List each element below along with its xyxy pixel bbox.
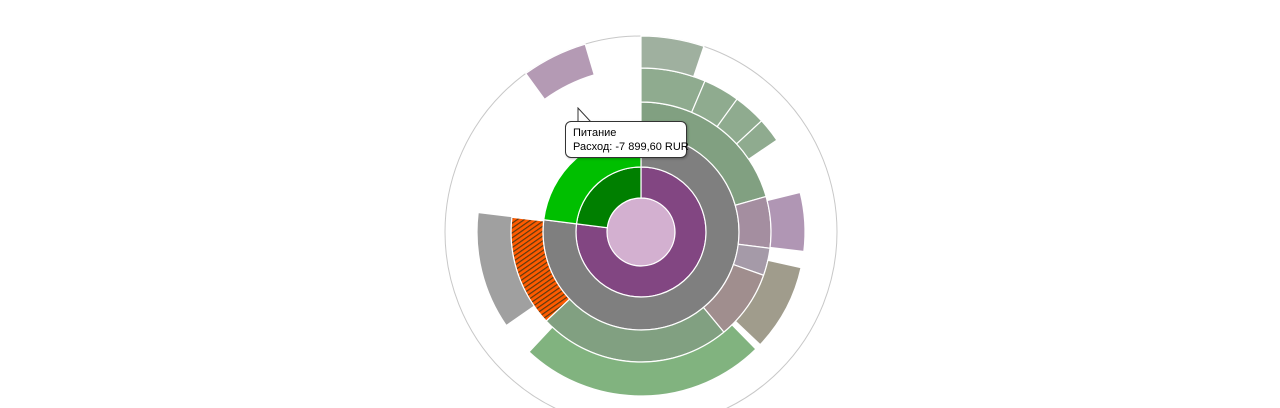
ring-5-segment-2[interactable]: [524, 43, 596, 101]
ring-3-segment-1[interactable]: [734, 195, 772, 249]
ring-4-segment-5[interactable]: [766, 191, 806, 253]
ring-4-segment-7[interactable]: [734, 259, 802, 346]
tooltip: Питание Расход: -7 899,60 RUR: [565, 121, 689, 158]
ring-4-segment-9[interactable]: [528, 323, 757, 397]
tooltip-category: Питание: [573, 127, 617, 139]
ring-5-segment-0[interactable]: [640, 35, 705, 78]
ring-4-segment-3[interactable]: [735, 119, 778, 161]
tooltip-amount: Расход: -7 899,60 RUR: [573, 141, 689, 153]
ring-4-segment-11[interactable]: [476, 211, 536, 327]
